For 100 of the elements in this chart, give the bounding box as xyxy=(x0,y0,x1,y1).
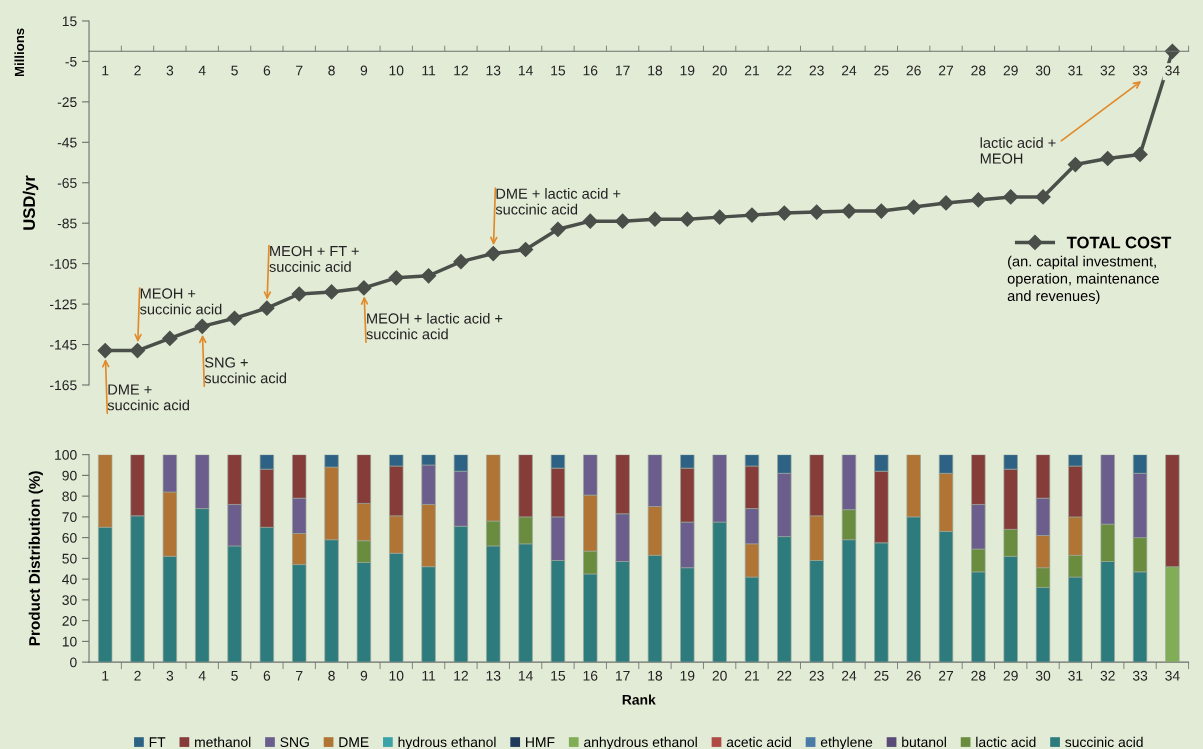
x-tick-label: 27 xyxy=(938,65,954,76)
x-tick-label: 8 xyxy=(328,670,335,681)
legend-label: butanol xyxy=(902,736,946,748)
legend-label: succinic acid xyxy=(1065,736,1143,748)
x-tick-label: 9 xyxy=(360,65,368,76)
y-tick-label: 0 xyxy=(70,657,77,668)
x-tick-label: 15 xyxy=(551,65,566,76)
y-tick-label: -85 xyxy=(57,218,77,229)
x-tick-label: 8 xyxy=(328,65,335,76)
point xyxy=(776,205,792,221)
x-tick-label: 30 xyxy=(1035,65,1051,76)
x-tick-label: 7 xyxy=(296,670,303,681)
x-tick-label: 10 xyxy=(389,65,404,76)
y-tick-label: 100 xyxy=(55,449,77,460)
y-tick-label: 90 xyxy=(62,470,77,481)
x-tick-label: 10 xyxy=(389,670,404,681)
x-tick-label: 25 xyxy=(874,670,889,681)
x-tick-label: 25 xyxy=(874,65,889,76)
y-tick-label: -125 xyxy=(50,299,77,310)
x-tick-label: 33 xyxy=(1132,65,1148,76)
y-tick-label: 70 xyxy=(62,512,77,523)
x-tick-label: 28 xyxy=(971,670,986,681)
x-tick-label: 31 xyxy=(1068,670,1083,681)
x-tick-label: 6 xyxy=(263,65,271,76)
legend-label: DME xyxy=(339,737,369,747)
y-tick-label: -165 xyxy=(50,380,77,391)
legend-label: ethylene xyxy=(820,736,873,749)
x-tick-label: 22 xyxy=(777,65,792,76)
legend-label: acetic acid xyxy=(726,736,791,748)
x-tick-label: 4 xyxy=(198,65,206,76)
x-tick-label: 32 xyxy=(1100,65,1115,76)
annotation: lactic acid + MEOH xyxy=(980,137,1056,164)
point xyxy=(938,195,954,211)
x-tick-label: 3 xyxy=(166,670,174,681)
x-tick-label: 32 xyxy=(1100,670,1115,681)
annotation: SNG + succinic acid xyxy=(204,357,287,384)
x-tick-label: 16 xyxy=(583,65,598,76)
x-tick-label: 19 xyxy=(680,65,695,76)
x-tick-label: 3 xyxy=(166,65,174,76)
x-tick-label: 29 xyxy=(1003,670,1018,681)
x-tick-label: 1 xyxy=(102,65,109,76)
x-tick-label: 2 xyxy=(134,670,141,681)
x-tick-label: 23 xyxy=(809,65,824,76)
x-tick-label: 20 xyxy=(712,670,727,681)
x-tick-label: 17 xyxy=(615,65,630,76)
x-tick-label: 14 xyxy=(518,670,533,681)
y-tick-label: -45 xyxy=(57,137,77,148)
point xyxy=(647,211,663,227)
x-tick-label: 12 xyxy=(454,670,468,681)
x-tick-label: 30 xyxy=(1035,670,1051,681)
x-tick-label: 24 xyxy=(841,65,857,76)
x-tick-label: 5 xyxy=(231,670,238,681)
x-tick-label: 28 xyxy=(971,65,986,76)
x-axis-title: Rank xyxy=(622,694,656,705)
legend-label: anhydrous ethanol xyxy=(584,736,697,749)
point xyxy=(615,213,631,229)
annotation: MEOH + FT + succinic acid xyxy=(269,245,359,272)
point xyxy=(97,343,113,359)
x-tick-label: 29 xyxy=(1003,65,1018,76)
point xyxy=(518,241,534,258)
y-axis-title: USD/yr xyxy=(22,175,39,230)
x-tick-label: 18 xyxy=(648,670,663,681)
y-tick-label: 40 xyxy=(62,574,77,585)
point xyxy=(809,204,825,220)
y-tick-label: 60 xyxy=(62,532,77,543)
point xyxy=(1035,189,1051,205)
annotation: (an. capital investment, operation, maintenance and revenues) xyxy=(1007,255,1159,304)
x-tick-label: 14 xyxy=(518,65,533,76)
legend-label: hydrous ethanol xyxy=(398,736,496,749)
x-tick-label: 34 xyxy=(1165,65,1180,76)
y-tick-label: 20 xyxy=(62,615,77,626)
x-tick-label: 19 xyxy=(680,670,695,681)
y-tick-label: -145 xyxy=(50,340,77,350)
x-tick-label: 21 xyxy=(744,65,760,76)
y-tick-label: -25 xyxy=(57,97,77,108)
y-tick-label: -65 xyxy=(57,178,77,188)
y-tick-label: 10 xyxy=(62,636,77,647)
x-tick-label: 20 xyxy=(712,65,727,76)
x-tick-label: 26 xyxy=(906,65,921,76)
x-tick-label: 11 xyxy=(422,65,436,76)
y-tick-label: -105 xyxy=(50,258,77,269)
x-tick-label: 31 xyxy=(1068,65,1083,76)
x-tick-label: 6 xyxy=(263,670,271,681)
x-tick-label: 1 xyxy=(102,670,109,681)
x-tick-label: 24 xyxy=(841,670,857,681)
x-tick-label: 16 xyxy=(583,670,598,681)
x-tick-label: 13 xyxy=(486,65,501,76)
point xyxy=(1003,189,1019,205)
point xyxy=(356,280,372,296)
x-tick-label: 17 xyxy=(615,670,630,681)
annotation: DME + succinic acid xyxy=(107,384,190,411)
point xyxy=(194,318,210,334)
x-tick-label: 7 xyxy=(296,65,303,76)
annotation: MEOH + succinic acid xyxy=(140,288,222,315)
annotation: DME + lactic acid + succinic acid xyxy=(495,188,621,215)
y-axis-title: Product Distribution (%) xyxy=(28,471,43,646)
x-tick-label: 2 xyxy=(134,65,141,76)
x-tick-label: 33 xyxy=(1132,670,1148,681)
point xyxy=(485,245,501,262)
legend-label: SNG xyxy=(280,737,309,748)
